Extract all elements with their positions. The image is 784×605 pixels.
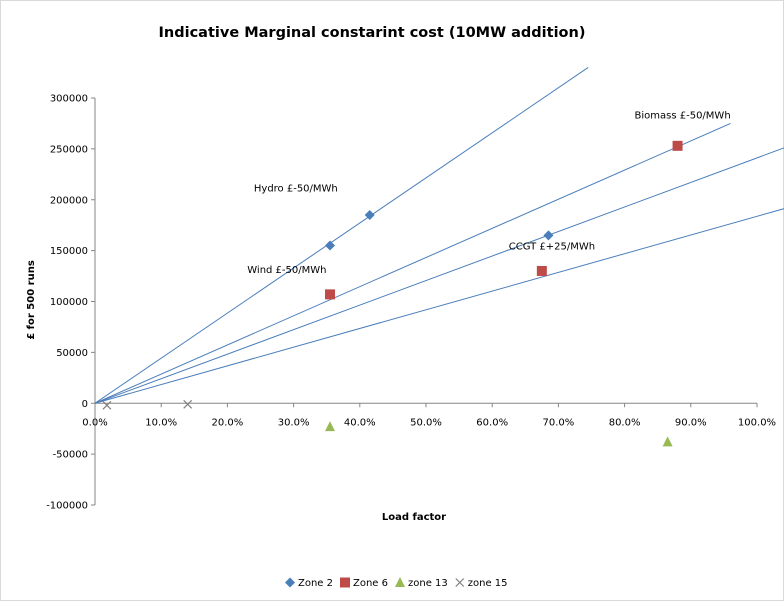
legend-marker: [395, 577, 405, 587]
trendline: [95, 67, 589, 404]
legend-entry: zone 13: [408, 578, 448, 589]
data-point: [543, 230, 554, 241]
x-tick-label: 60.0%: [476, 417, 508, 428]
x-tick-label: 70.0%: [543, 417, 575, 428]
data-point: [672, 140, 683, 151]
series-zone-2: [325, 210, 554, 251]
y-tick-label: 300000: [50, 94, 88, 105]
x-tick-label: 50.0%: [410, 417, 442, 428]
series-zone-13: [325, 421, 673, 447]
y-tick-label: 0: [82, 399, 88, 410]
trendline: [95, 147, 784, 404]
chart-title: Indicative Marginal constarint cost (10M…: [159, 25, 586, 41]
x-tick-label: 20.0%: [212, 417, 244, 428]
trendline: [95, 122, 731, 404]
x-axis-label: Load factor: [382, 512, 446, 523]
annotation-label: CCGT £+25/MWh: [509, 242, 595, 253]
y-axis-label: £ for 500 runs: [26, 260, 37, 340]
x-tick-label: 0.0%: [82, 417, 107, 428]
data-point: [662, 436, 673, 447]
data-point: [325, 421, 336, 432]
data-point: [536, 265, 547, 276]
y-tick-label: 250000: [50, 144, 88, 155]
x-tick-label: 90.0%: [675, 417, 707, 428]
series-zone-15: [102, 399, 193, 410]
trendlines: [95, 67, 784, 404]
x-tick-label: 80.0%: [609, 417, 641, 428]
y-tick-label: 200000: [50, 195, 88, 206]
x-tick-label: 30.0%: [278, 417, 310, 428]
y-tick-label: 50000: [56, 348, 88, 359]
plot-layer: -100000 -50000 0 50000 100000 150000 200000 250…: [46, 67, 784, 512]
data-point: [364, 210, 375, 221]
data-point: [183, 399, 193, 409]
legend-marker: [285, 577, 295, 588]
legend-entry: Zone 6: [353, 578, 388, 589]
x-tick-label: 40.0%: [344, 417, 376, 428]
trendline: [95, 208, 784, 404]
series-zone-6: [325, 140, 683, 300]
legend-marker: [455, 578, 465, 587]
legend-entry: Zone 2: [298, 578, 333, 589]
legend-marker: [340, 577, 350, 588]
x-tick-label: 10.0%: [145, 417, 177, 428]
data-point: [325, 240, 336, 251]
legend: Zone 2 Zone 6 zone 13 zone 15: [285, 577, 508, 589]
annotation-label: Hydro £-50/MWh: [254, 184, 338, 195]
y-tick-label: 150000: [50, 246, 88, 257]
y-tick-label: 100000: [50, 297, 88, 308]
y-tick-label: -100000: [46, 501, 88, 512]
data-point: [102, 400, 112, 410]
data-point: [325, 289, 336, 300]
y-tick-label: -50000: [53, 450, 88, 461]
annotation-label: Wind £-50/MWh: [247, 265, 326, 276]
legend-entry: zone 15: [468, 578, 508, 589]
annotation-label: Biomass £-50/MWh: [635, 110, 731, 121]
x-tick-label: 100.0%: [738, 417, 776, 428]
